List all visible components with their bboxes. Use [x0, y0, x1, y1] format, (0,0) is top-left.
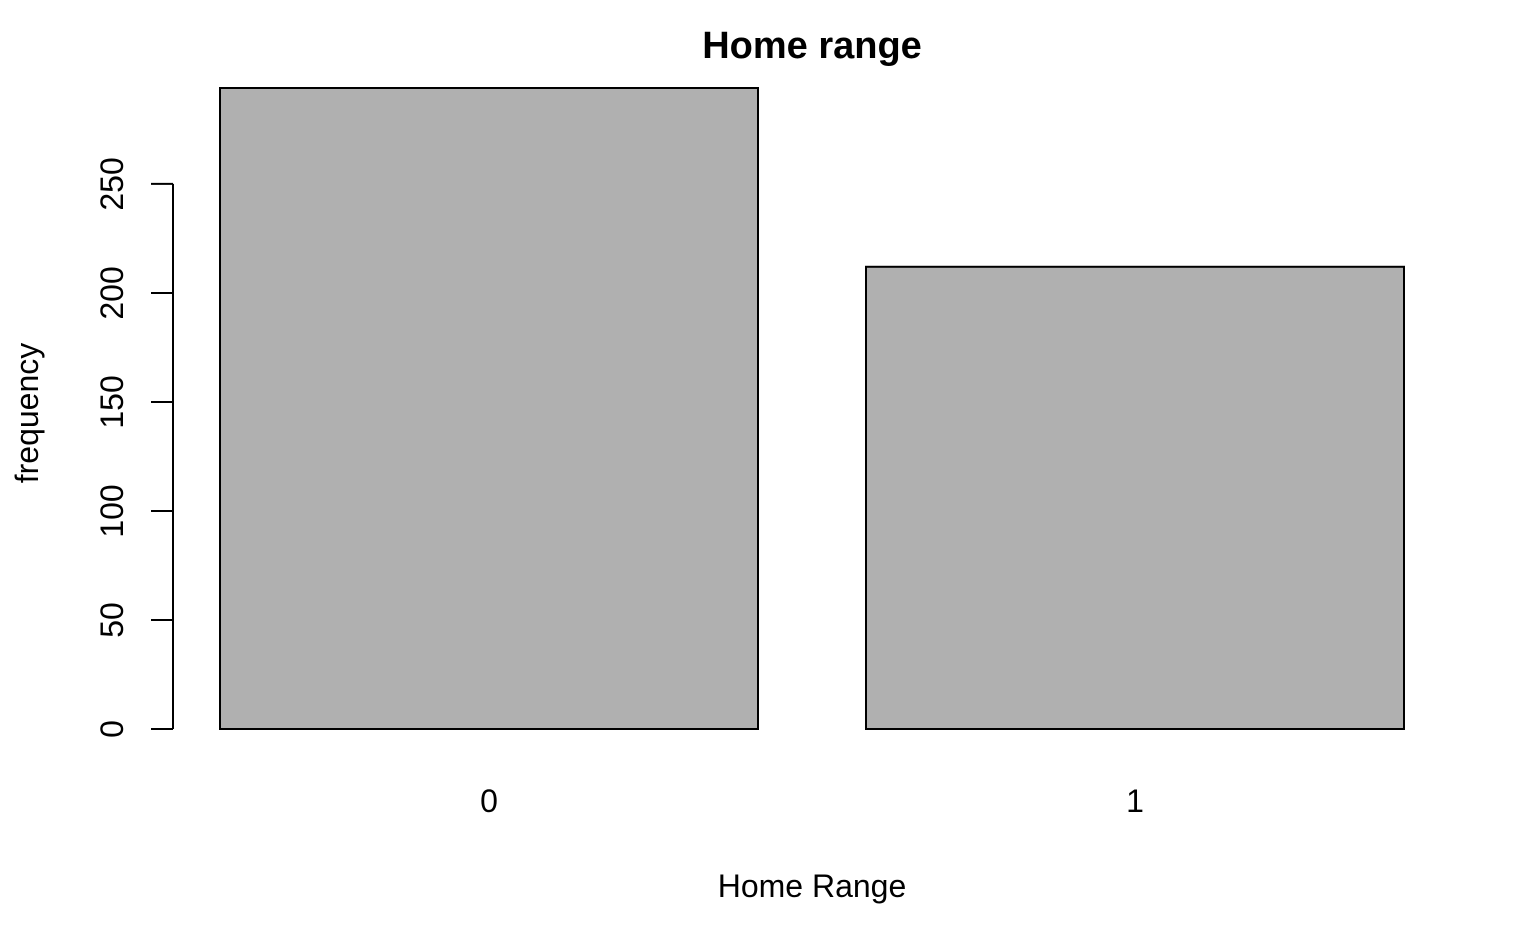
y-tick-label: 250 — [94, 157, 130, 210]
x-axis-label: Home Range — [718, 868, 907, 904]
y-axis: 0 50 100 150 200 250 — [94, 157, 174, 738]
x-tick-label: 1 — [1126, 783, 1144, 819]
x-tick-label: 0 — [480, 783, 498, 819]
bar-0 — [219, 87, 759, 730]
y-tick-label: 0 — [94, 720, 130, 738]
chart-title: Home range — [702, 25, 922, 67]
y-tick-label: 50 — [94, 602, 130, 638]
bars-group — [219, 87, 1405, 730]
bar-1 — [865, 265, 1405, 730]
y-tick-label: 200 — [94, 266, 130, 319]
y-axis-label: frequency — [9, 343, 45, 484]
y-tick-label: 100 — [94, 484, 130, 537]
y-tick-label: 150 — [94, 375, 130, 428]
